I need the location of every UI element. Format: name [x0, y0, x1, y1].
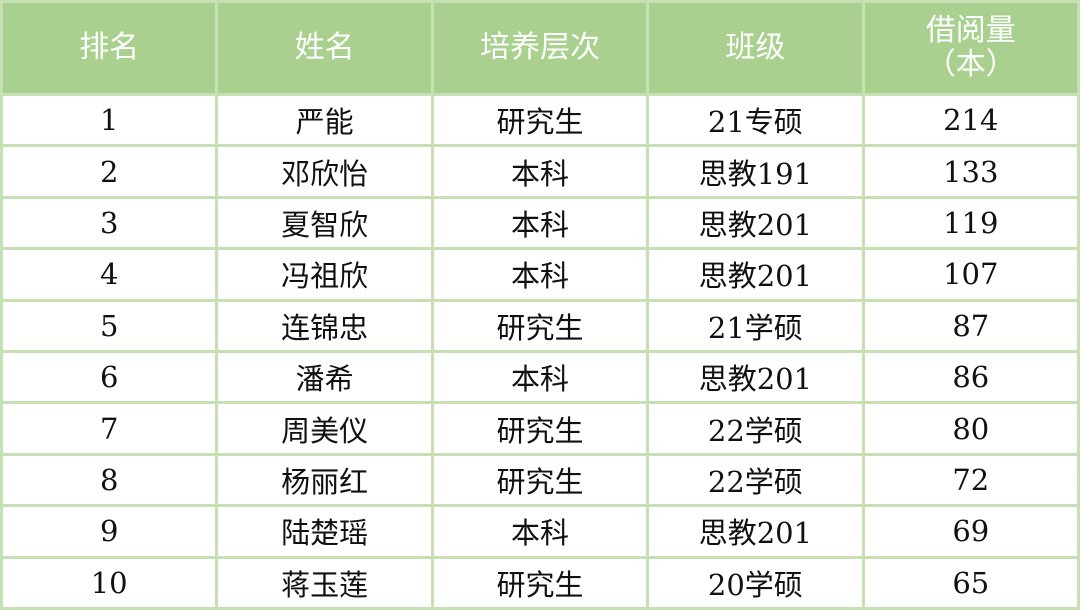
cell-class: 20学硕 — [646, 555, 865, 610]
table-row: 9 陆楚瑶 本科 思教201 69 — [0, 504, 1080, 559]
cell-level: 本科 — [430, 349, 650, 405]
cell-level: 本科 — [430, 195, 650, 251]
cell-name: 蒋玉莲 — [215, 555, 434, 610]
table-row: 8 杨丽红 研究生 22学硕 72 — [0, 452, 1080, 508]
cell-name: 潘希 — [215, 349, 434, 405]
header-row: 排名 姓名 培养层次 班级 借阅量 （本） — [0, 0, 1080, 96]
header-borrow-unit: （本） — [925, 47, 1016, 82]
cell-class: 思教201 — [646, 504, 865, 559]
cell-level: 研究生 — [430, 401, 650, 456]
table-row: 4 冯祖欣 本科 思教201 107 — [0, 247, 1080, 302]
table-row: 2 邓欣怡 本科 思教191 133 — [0, 144, 1080, 199]
table-row: 7 周美仪 研究生 22学硕 80 — [0, 401, 1080, 456]
cell-level: 研究生 — [430, 555, 650, 610]
table-row: 10 蒋玉莲 研究生 20学硕 65 — [0, 555, 1080, 610]
cell-class: 思教201 — [646, 349, 865, 405]
cell-rank: 1 — [0, 92, 219, 148]
cell-rank: 9 — [0, 504, 219, 559]
header-level: 培养层次 — [430, 0, 650, 96]
cell-borrow-count: 80 — [861, 401, 1080, 456]
cell-name: 冯祖欣 — [215, 247, 434, 302]
table-row: 1 严能 研究生 21专硕 214 — [0, 92, 1080, 148]
cell-rank: 5 — [0, 298, 219, 353]
cell-rank: 3 — [0, 195, 219, 251]
cell-class: 21学硕 — [646, 298, 865, 353]
header-rank: 排名 — [0, 0, 219, 96]
cell-name: 严能 — [215, 92, 434, 148]
cell-rank: 8 — [0, 452, 219, 508]
cell-class: 21专硕 — [646, 92, 865, 148]
cell-rank: 4 — [0, 247, 219, 302]
cell-borrow-count: 87 — [861, 298, 1080, 353]
cell-name: 陆楚瑶 — [215, 504, 434, 559]
cell-rank: 6 — [0, 349, 219, 405]
cell-borrow-count: 65 — [861, 555, 1080, 610]
cell-class: 22学硕 — [646, 452, 865, 508]
cell-class: 思教201 — [646, 195, 865, 251]
header-borrow-label: 借阅量 — [925, 13, 1016, 48]
cell-borrow-count: 119 — [861, 195, 1080, 251]
cell-borrow-count: 214 — [861, 92, 1080, 148]
cell-level: 研究生 — [430, 92, 650, 148]
cell-level: 研究生 — [430, 298, 650, 353]
cell-borrow-count: 86 — [861, 349, 1080, 405]
cell-name: 夏智欣 — [215, 195, 434, 251]
table-row: 3 夏智欣 本科 思教201 119 — [0, 195, 1080, 251]
cell-level: 本科 — [430, 504, 650, 559]
header-name: 姓名 — [215, 0, 434, 96]
cell-level: 本科 — [430, 247, 650, 302]
header-class: 班级 — [646, 0, 865, 96]
cell-name: 邓欣怡 — [215, 144, 434, 199]
cell-borrow-count: 133 — [861, 144, 1080, 199]
cell-borrow-count: 72 — [861, 452, 1080, 508]
table-row: 5 连锦忠 研究生 21学硕 87 — [0, 298, 1080, 353]
cell-name: 周美仪 — [215, 401, 434, 456]
cell-rank: 2 — [0, 144, 219, 199]
cell-class: 思教201 — [646, 247, 865, 302]
cell-rank: 7 — [0, 401, 219, 456]
cell-name: 杨丽红 — [215, 452, 434, 508]
cell-rank: 10 — [0, 555, 219, 610]
cell-class: 22学硕 — [646, 401, 865, 456]
cell-borrow-count: 107 — [861, 247, 1080, 302]
cell-level: 研究生 — [430, 452, 650, 508]
header-borrow-count: 借阅量 （本） — [861, 0, 1080, 96]
table-row: 6 潘希 本科 思教201 86 — [0, 349, 1080, 405]
cell-borrow-count: 69 — [861, 504, 1080, 559]
cell-class: 思教191 — [646, 144, 865, 199]
cell-level: 本科 — [430, 144, 650, 199]
cell-name: 连锦忠 — [215, 298, 434, 353]
